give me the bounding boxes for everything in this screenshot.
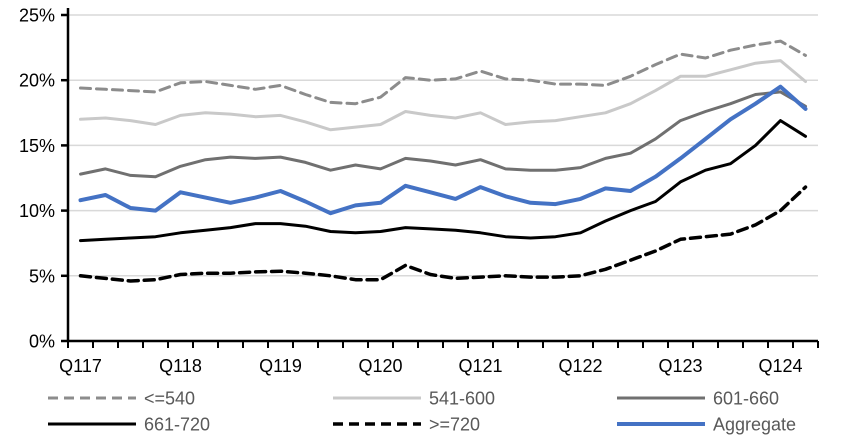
x-tick-label: Q122 bbox=[558, 356, 602, 376]
y-tick-label: 20% bbox=[19, 71, 55, 91]
x-tick-label: Q124 bbox=[758, 356, 802, 376]
x-tick-label: Q118 bbox=[159, 356, 202, 376]
series-line-aggregate bbox=[78, 84, 808, 216]
series-line-601-660 bbox=[79, 90, 807, 179]
legend-label-661-720: 661-720 bbox=[144, 415, 210, 435]
legend-label--540: <=540 bbox=[144, 389, 195, 409]
y-tick-label: 10% bbox=[19, 201, 55, 221]
y-tick-label: 25% bbox=[19, 6, 55, 26]
x-tick-label: Q117 bbox=[59, 356, 102, 376]
legend-label-aggregate: Aggregate bbox=[713, 415, 796, 435]
x-tick-label: Q120 bbox=[358, 356, 402, 376]
legend-label-601-660: 601-660 bbox=[713, 389, 779, 409]
series-line-661-720 bbox=[79, 119, 807, 243]
x-tick-label: Q119 bbox=[259, 356, 302, 376]
y-tick-label: 15% bbox=[19, 136, 55, 156]
series-line--720 bbox=[78, 185, 808, 283]
y-tick-label: 5% bbox=[29, 266, 55, 286]
x-tick-label: Q121 bbox=[458, 356, 502, 376]
y-tick-label: 0% bbox=[29, 332, 55, 352]
series-line-541-600 bbox=[79, 59, 807, 132]
x-tick-label: Q123 bbox=[658, 356, 702, 376]
legend-label--720: >=720 bbox=[429, 415, 480, 435]
legend-label-541-600: 541-600 bbox=[429, 389, 495, 409]
series-line--540 bbox=[79, 39, 807, 106]
